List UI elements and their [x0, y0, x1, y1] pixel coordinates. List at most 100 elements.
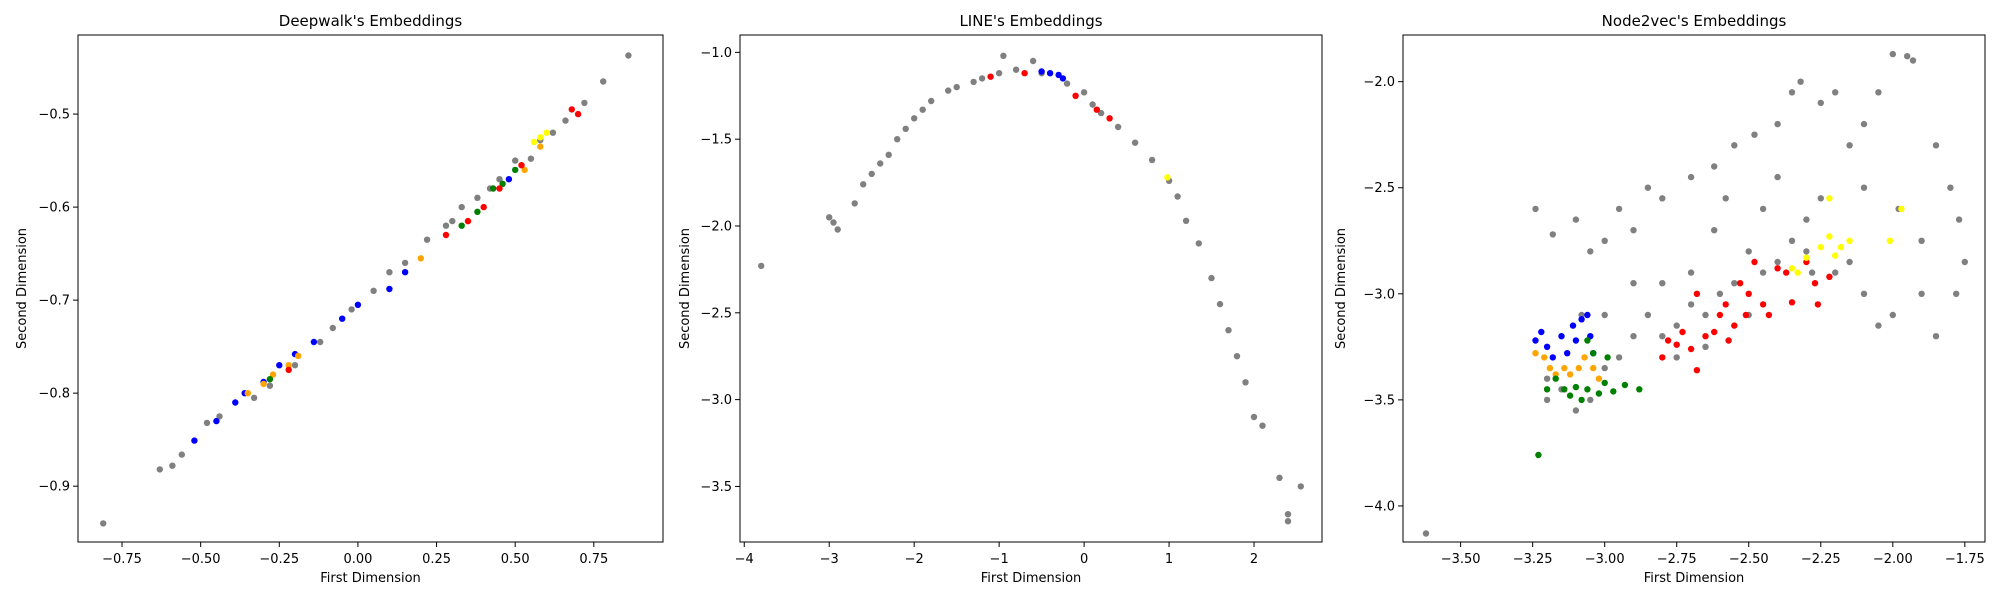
line-data-point — [1000, 52, 1007, 59]
line-data-point — [834, 226, 841, 233]
deepwalk-x-tick-label: −0.50 — [181, 552, 221, 567]
node2vec-data-point — [1543, 343, 1551, 350]
deepwalk-data-point — [543, 129, 550, 136]
node2vec-data-point — [1826, 273, 1833, 280]
node2vec-data-point — [1904, 53, 1911, 60]
line-data-point — [885, 151, 892, 158]
deepwalk-data-point — [537, 134, 544, 141]
deepwalk-data-point — [417, 255, 424, 262]
node2vec-data-point — [1711, 163, 1718, 170]
deepwalk-series-yellow — [530, 129, 550, 146]
line-data-point — [1114, 123, 1122, 131]
deepwalk-series-green — [266, 166, 519, 383]
deepwalk-data-point — [512, 157, 519, 164]
node2vec-data-point — [1803, 248, 1810, 255]
node2vec-data-point — [1590, 364, 1597, 372]
node2vec-series-yellow — [1788, 195, 1905, 276]
deepwalk-data-point — [339, 315, 346, 322]
line-data-point — [1148, 156, 1156, 164]
node2vec-title: Node2vec's Embeddings — [1602, 12, 1787, 30]
deepwalk-data-point — [244, 390, 251, 397]
node2vec-data-point — [1630, 280, 1637, 287]
node2vec-data-point — [1797, 78, 1804, 85]
deepwalk-data-point — [156, 466, 163, 473]
line-x-tick-label: 1 — [1165, 552, 1173, 567]
line-x-tick-label: −2 — [905, 552, 924, 567]
line-data-point — [1059, 75, 1067, 82]
deepwalk-x-tick-label: 0.50 — [501, 552, 530, 567]
node2vec-data-point — [1679, 328, 1686, 336]
node2vec-data-point — [1673, 322, 1680, 329]
node2vec-data-point — [1422, 530, 1430, 537]
line-data-point — [1284, 518, 1292, 525]
node2vec-data-point — [1584, 311, 1591, 319]
node2vec-data-point — [1860, 120, 1868, 128]
node2vec-data-point — [1711, 227, 1718, 234]
node2vec-data-point — [1572, 216, 1580, 223]
node2vec-data-point — [1759, 205, 1767, 213]
node2vec-points — [1422, 50, 1969, 537]
deepwalk-data-point — [100, 520, 107, 527]
node2vec-data-point — [1846, 142, 1853, 149]
line-y-tick-label: −2.0 — [700, 219, 732, 234]
deepwalk-data-point — [458, 203, 465, 211]
line-data-point — [1284, 511, 1292, 518]
line-y-tick-label: −1.5 — [700, 133, 732, 148]
node2vec-data-point — [1546, 364, 1554, 372]
node2vec-data-point — [1846, 258, 1853, 266]
node2vec-data-point — [1808, 269, 1816, 276]
node2vec-data-point — [1543, 375, 1551, 382]
deepwalk-data-point — [203, 419, 211, 427]
deepwalk-data-point — [442, 231, 450, 239]
deepwalk-series-grey — [100, 52, 632, 527]
node2vec-data-point — [1659, 333, 1666, 340]
deepwalk-data-point — [266, 376, 274, 383]
node2vec-data-point — [1716, 290, 1724, 297]
node2vec-data-point — [1549, 354, 1557, 361]
line-y-tick-label: −1.0 — [700, 46, 732, 61]
deepwalk-data-point — [216, 413, 223, 420]
deepwalk-data-point — [285, 362, 292, 369]
node2vec-data-point — [1659, 195, 1666, 202]
line-data-point — [978, 75, 986, 82]
node2vec-data-point — [1687, 345, 1695, 353]
line-data-point — [1276, 474, 1283, 481]
deepwalk-data-point — [458, 222, 465, 229]
deepwalk-data-point — [474, 208, 481, 215]
node2vec-data-point — [1595, 375, 1603, 382]
node2vec-data-point — [1552, 375, 1559, 382]
deepwalk-x-tick-label: 0.75 — [579, 552, 608, 567]
deepwalk-axes-frame — [77, 34, 664, 543]
line-series-grey — [758, 52, 1305, 525]
deepwalk-data-point — [291, 362, 299, 369]
deepwalk-data-point — [401, 269, 409, 276]
node2vec-data-point — [1731, 142, 1738, 149]
node2vec-data-point — [1814, 301, 1822, 308]
node2vec-data-point — [1722, 195, 1729, 202]
node2vec-data-point — [1558, 333, 1565, 340]
deepwalk-data-point — [568, 106, 575, 113]
deepwalk-data-point — [442, 222, 450, 229]
node2vec-data-point — [1751, 131, 1758, 138]
line-data-point — [1182, 217, 1190, 224]
node2vec-data-point — [1731, 280, 1738, 287]
deepwalk-y-tick-label: −0.5 — [38, 108, 70, 123]
line-data-point — [1208, 274, 1215, 282]
deepwalk-title: Deepwalk's Embeddings — [279, 12, 463, 30]
node2vec-data-point — [1817, 243, 1825, 251]
deepwalk-data-point — [512, 166, 519, 174]
node2vec-data-point — [1788, 89, 1796, 96]
node2vec-data-point — [1932, 333, 1940, 340]
line-data-point — [830, 219, 837, 226]
node2vec-data-point — [1898, 205, 1905, 213]
node2vec-data-point — [1886, 237, 1894, 244]
node2vec-data-point — [1621, 381, 1629, 389]
line-data-point — [995, 70, 1003, 77]
deepwalk-data-point — [600, 78, 607, 85]
node2vec-series-orange — [1532, 350, 1603, 382]
line-y-tick-label: −3.5 — [700, 480, 732, 495]
line-data-point — [902, 125, 909, 132]
line-data-point — [1029, 57, 1037, 65]
node2vec-data-point — [1561, 386, 1568, 393]
